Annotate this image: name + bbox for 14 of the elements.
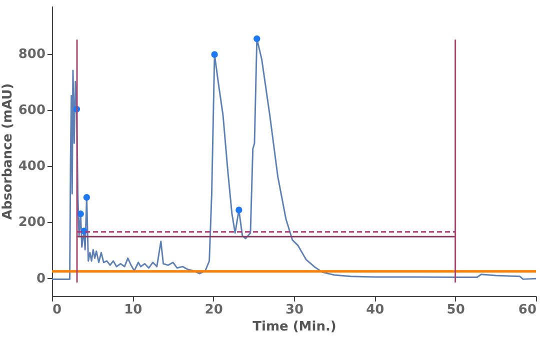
x-tick-label: 20 (204, 302, 223, 318)
y-tick-label: 200 (18, 215, 46, 230)
y-tick-label: 800 (18, 47, 46, 62)
x-tick-label: 30 (285, 302, 304, 318)
x-tick-label: 0 (52, 302, 62, 318)
y-tick-label: 0 (36, 271, 46, 286)
x-tick-label: 40 (366, 302, 384, 318)
x-tick-label: 60 (518, 302, 536, 318)
x-tick-label: 10 (124, 302, 142, 318)
y-tick-label: 400 (18, 159, 46, 174)
x-tick-label: 50 (446, 302, 465, 318)
y-axis-title: Absorbance (mAU) (0, 83, 16, 220)
x-axis-title: Time (Min.) (252, 320, 336, 334)
y-tick-label: 600 (18, 103, 46, 118)
